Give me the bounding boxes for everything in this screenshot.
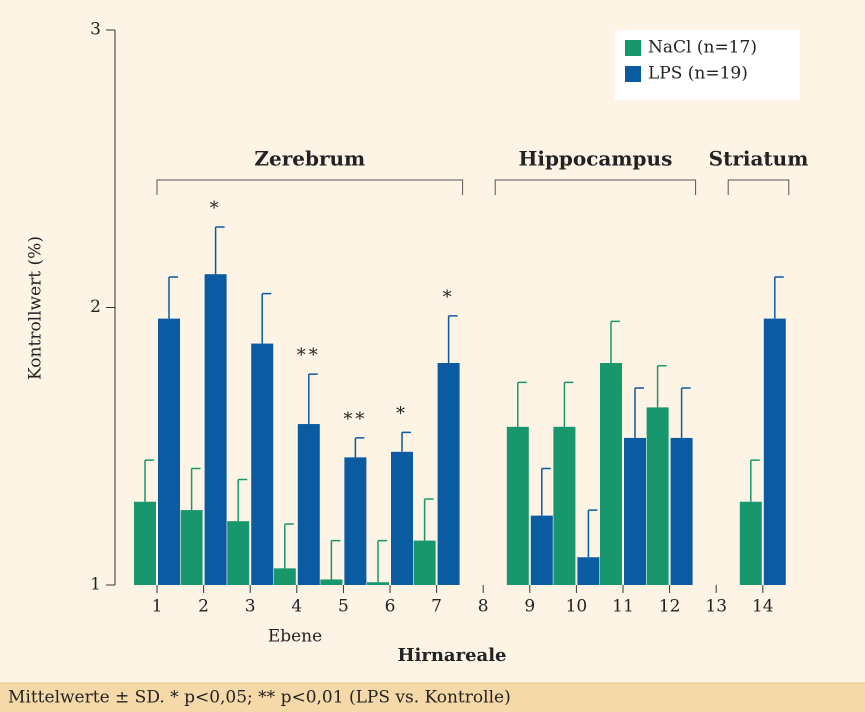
bar [624, 437, 646, 585]
error-bar [168, 276, 178, 319]
x-tick-label: 1 [152, 597, 163, 617]
error-bar [447, 315, 458, 363]
legend [615, 30, 800, 100]
bar [670, 437, 693, 585]
group-bracket [156, 179, 464, 195]
significance: * [443, 287, 455, 308]
error-bar [610, 320, 620, 363]
bar [180, 510, 203, 585]
group-label: Zerebrum [254, 147, 365, 171]
legend-swatch [625, 40, 641, 56]
bar [320, 579, 343, 585]
bar [413, 540, 436, 585]
x-tick-label: 12 [659, 597, 681, 617]
bar [577, 557, 600, 585]
error-bar [634, 387, 644, 438]
bar [530, 515, 553, 585]
error-bar [587, 509, 598, 558]
bar [134, 501, 156, 585]
x-tick-label: 3 [245, 597, 256, 617]
error-bar [656, 365, 667, 408]
x-tick-label: 8 [478, 597, 489, 617]
error-bar [680, 387, 691, 438]
bar [367, 582, 389, 585]
error-bar [377, 539, 387, 583]
y-tick-label: 3 [90, 20, 101, 40]
group-label: Hippocampus [518, 147, 672, 171]
error-bar [423, 498, 434, 541]
bar [600, 363, 622, 585]
x-tick-label: 5 [338, 597, 349, 617]
legend-label: NaCl (n=17) [648, 38, 757, 58]
significance: ** [343, 409, 367, 430]
group-label: Striatum [709, 147, 809, 171]
legend-label: LPS (n=19) [648, 64, 748, 84]
bar [227, 521, 250, 585]
x-tick-label: 2 [198, 597, 209, 617]
bar [158, 318, 180, 585]
error-bar [750, 459, 760, 502]
significance: ** [297, 345, 321, 366]
y-tick-label: 2 [90, 297, 101, 317]
x-tick-label: 4 [291, 597, 302, 617]
bar [553, 426, 576, 585]
error-bar [144, 459, 154, 502]
bar [646, 407, 669, 585]
error-bar [774, 276, 784, 319]
x-axis-label: Hirnareale [398, 645, 507, 666]
error-bar [237, 478, 248, 522]
bar [204, 274, 227, 585]
x-tick-label: 9 [524, 597, 535, 617]
error-bar [214, 226, 225, 275]
x-tick-label: 7 [431, 597, 442, 617]
error-bar [354, 437, 365, 458]
bar [506, 426, 529, 585]
bar [763, 318, 786, 585]
bar [344, 457, 367, 585]
x-tick-label: 11 [612, 597, 634, 617]
legend-swatch [625, 66, 641, 82]
x-tick-label: 13 [705, 597, 727, 617]
error-bar [190, 467, 201, 511]
error-bar [330, 539, 341, 580]
bar [391, 451, 413, 585]
significance: * [396, 403, 408, 424]
y-tick-label: 1 [90, 575, 101, 595]
significance: * [210, 198, 222, 219]
error-bar [261, 292, 272, 344]
x-tick-label: 10 [566, 597, 588, 617]
x-sublabel: Ebene [268, 627, 322, 647]
error-bar [308, 373, 318, 425]
bar [251, 343, 274, 585]
bar [739, 501, 762, 585]
x-tick-label: 14 [752, 597, 774, 617]
group-bracket [727, 179, 790, 195]
error-bar [284, 523, 294, 569]
error-bar [517, 381, 527, 427]
error-bar [401, 431, 411, 452]
footnote: Mittelwerte ± SD. * p<0,05; ** p<0,01 (L… [8, 688, 511, 708]
error-bar [563, 381, 574, 427]
error-bar [541, 467, 551, 516]
y-axis-label: Kontrollwert (%) [26, 236, 46, 380]
x-tick-label: 6 [385, 597, 396, 617]
bar [437, 363, 460, 585]
bar [297, 424, 320, 585]
bar [273, 568, 296, 585]
group-bracket [494, 179, 697, 195]
footer-band [0, 683, 865, 712]
